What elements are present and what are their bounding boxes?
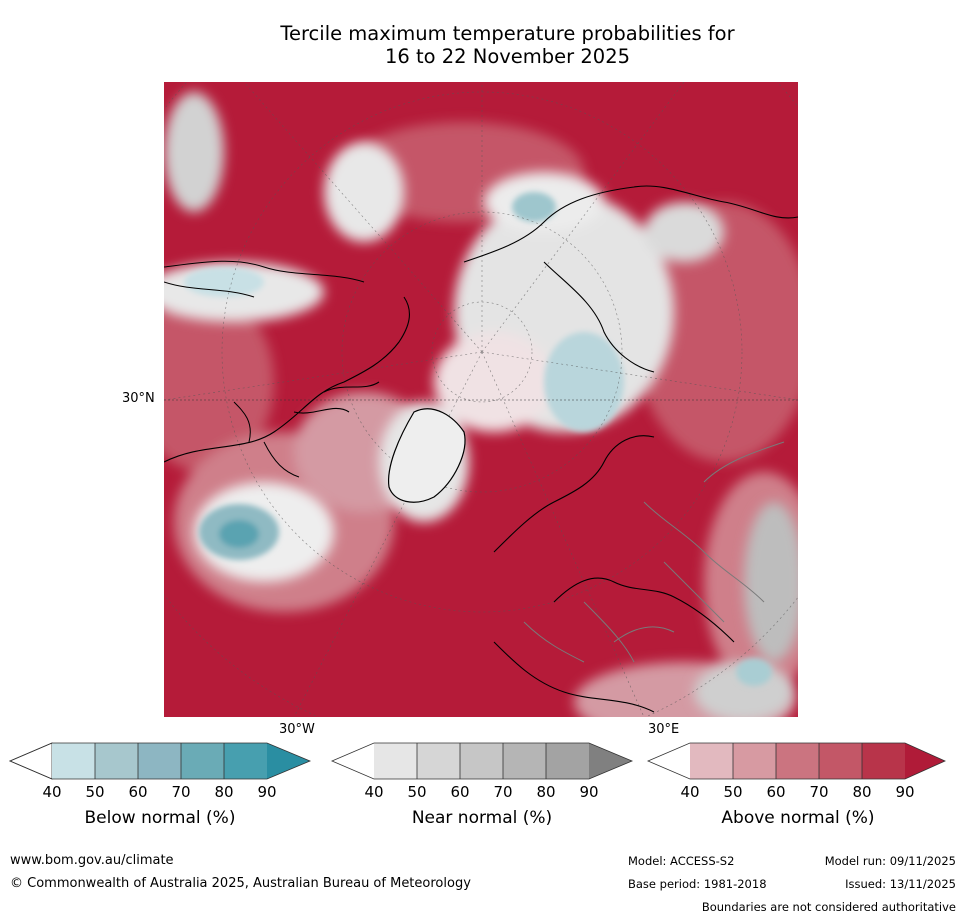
cbar-seg — [224, 743, 267, 779]
cbar-tick: 40 — [364, 783, 384, 801]
cbar-seg — [733, 743, 776, 779]
footer-issued: Issued: 13/11/2025 — [845, 877, 956, 891]
map-title: Tercile maximum temperature probabilitie… — [160, 22, 855, 68]
cbar-tick: 80 — [852, 783, 872, 801]
alaska-coast — [164, 260, 365, 298]
lat-label-30n: 30°N — [122, 391, 155, 406]
footer-disclaimer: Boundaries are not considered authoritat… — [701, 900, 956, 914]
cbar-seg — [374, 743, 417, 779]
cbar-seg — [8, 742, 53, 780]
cbar-tick: 50 — [723, 783, 743, 801]
cbar-tick: 50 — [85, 783, 105, 801]
cbar-tick: 90 — [579, 783, 599, 801]
cbar-label-near: Near normal (%) — [411, 808, 553, 828]
cbar-tick: 60 — [766, 783, 786, 801]
cbar-tick: 90 — [257, 783, 277, 801]
siberia-coast — [463, 185, 798, 373]
north-america-coast — [164, 296, 410, 463]
europe-coast — [493, 435, 735, 713]
lon-label-30e: 30°E — [648, 722, 680, 737]
footer-website: www.bom.gov.au/climate — [10, 853, 174, 868]
cbar-tick: 70 — [171, 783, 191, 801]
cbar-seg — [503, 743, 546, 779]
cbar-seg — [460, 743, 503, 779]
cbar-tick: 60 — [128, 783, 148, 801]
footer-model-run: Model run: 09/11/2025 — [824, 854, 956, 868]
cbar-seg — [267, 743, 310, 779]
lon-label-30w: 30°W — [279, 722, 315, 737]
greenland-outline — [387, 408, 466, 503]
cbar-seg — [181, 743, 224, 779]
footer-model: Model: ACCESS-S2 — [628, 854, 735, 868]
cbar-seg — [332, 743, 374, 779]
colorbar-above-normal: 40 50 60 70 80 90 Above normal (%) — [646, 742, 948, 828]
hudson-coast — [233, 401, 300, 478]
cbar-seg — [589, 743, 632, 779]
cbar-seg — [138, 743, 181, 779]
cbar-seg — [776, 743, 819, 779]
political-boundaries — [523, 441, 785, 663]
title-line-2: 16 to 22 November 2025 — [384, 45, 631, 68]
colorbar-above-normal-svg — [646, 742, 946, 780]
map-svg — [164, 82, 798, 717]
cbar-tick: 40 — [42, 783, 62, 801]
title-line-1: Tercile maximum temperature probabilitie… — [280, 22, 735, 45]
cbar-tick: 70 — [809, 783, 829, 801]
colorbar-near-normal: 40 50 60 70 80 90 Near normal (%) — [330, 742, 634, 828]
cbar-label-below: Below normal (%) — [84, 808, 236, 828]
cbar-tick: 70 — [493, 783, 513, 801]
cbar-seg — [417, 743, 460, 779]
cbar-seg — [690, 743, 733, 779]
cbar-label-above: Above normal (%) — [721, 808, 875, 828]
cbar-tick: 50 — [407, 783, 427, 801]
colorbar-near-normal-svg — [330, 742, 634, 780]
cbar-seg — [52, 743, 95, 779]
probability-map — [164, 82, 798, 717]
footer-copyright: © Commonwealth of Australia 2025, Austra… — [10, 876, 471, 891]
cbar-seg — [546, 743, 589, 779]
cbar-tick: 80 — [536, 783, 556, 801]
cbar-tick: 90 — [895, 783, 915, 801]
cbar-seg — [95, 743, 138, 779]
cbar-tick: 80 — [214, 783, 234, 801]
cbar-seg — [819, 743, 862, 779]
colorbar-below-normal-svg — [8, 742, 312, 780]
colorbar-below-normal: 40 50 60 70 80 90 Below normal (%) — [8, 742, 312, 828]
cbar-seg — [905, 743, 945, 779]
footer-base-period: Base period: 1981-2018 — [628, 877, 767, 891]
cbar-tick: 60 — [450, 783, 470, 801]
cbar-seg — [648, 743, 690, 779]
cbar-tick: 40 — [680, 783, 700, 801]
cbar-seg — [862, 743, 905, 779]
graticule — [164, 82, 798, 717]
